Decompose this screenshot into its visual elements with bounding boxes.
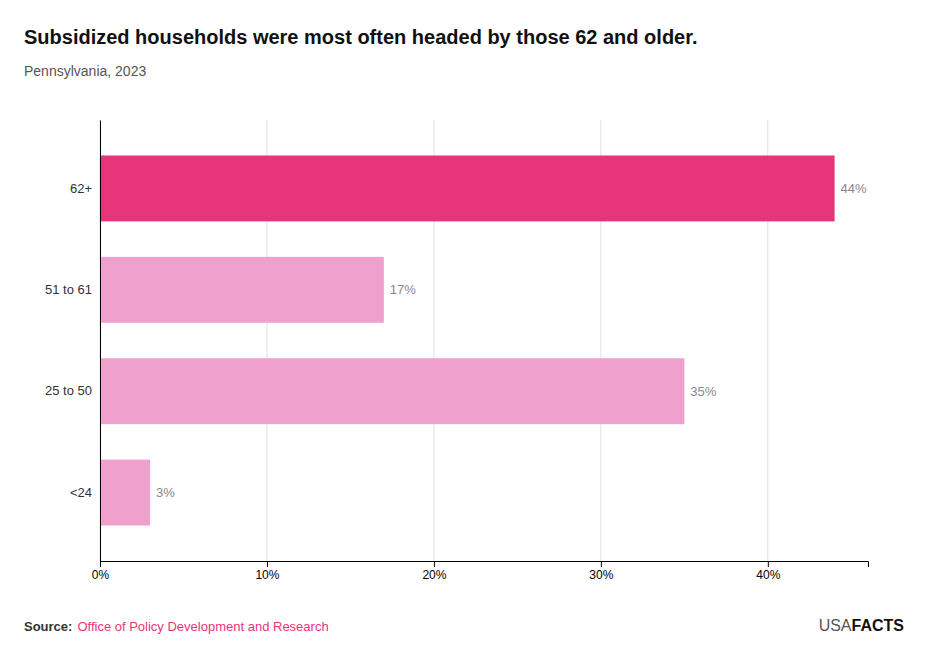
x-tick-mark <box>434 561 435 567</box>
grid-line <box>100 120 101 561</box>
data-label: 17% <box>390 282 416 297</box>
y-axis-line <box>100 121 101 562</box>
data-label: 35% <box>690 384 716 399</box>
x-tick-label: 30% <box>589 568 613 582</box>
x-axis-line <box>101 562 869 568</box>
x-tick-mark <box>768 561 769 567</box>
source-label: Source: <box>24 619 72 634</box>
data-labels: 44% 17% 35% 3% <box>156 181 867 500</box>
bar <box>100 155 835 221</box>
title: Subsidized households were most often he… <box>24 26 697 48</box>
y-tick: 62+ <box>70 181 100 196</box>
x-tick-label: 40% <box>756 568 780 582</box>
brand-usa: USA <box>819 617 852 634</box>
branding: USAFACTS <box>819 617 905 634</box>
source-text: Office of Policy Development and Researc… <box>77 619 328 634</box>
x-axis: 0% 10% 20% 30% 40% <box>92 561 869 582</box>
footer: Source: Office of Policy Development and … <box>24 617 904 634</box>
y-tick: <24 <box>70 485 100 500</box>
x-tick-mark <box>100 561 101 567</box>
bar <box>100 257 384 323</box>
bar <box>100 358 684 424</box>
x-tick: 40% <box>756 561 780 582</box>
x-tick: 20% <box>422 561 446 582</box>
data-label: 3% <box>156 485 175 500</box>
y-tick-label: 51 to 61 <box>45 282 92 297</box>
y-tick: 51 to 61 <box>45 282 100 297</box>
x-tick: 10% <box>255 561 279 582</box>
data-label: 44% <box>841 181 867 196</box>
bar <box>100 460 150 526</box>
x-tick-mark <box>601 561 602 567</box>
y-tick: 25 to 50 <box>45 383 100 398</box>
bars <box>100 155 835 525</box>
source: Source: Office of Policy Development and … <box>24 619 329 634</box>
y-tick-label: <24 <box>70 485 92 500</box>
x-tick-mark <box>267 561 268 567</box>
chart: Subsidized households were most often he… <box>0 0 928 661</box>
subtitle: Pennsylvania, 2023 <box>24 63 146 79</box>
x-tick-label: 10% <box>255 568 279 582</box>
y-axis: 62+ 51 to 61 25 to 50 <24 <box>45 121 101 562</box>
plot: 44% 17% 35% 3% 0% 10% 20% 30% 40% 62+ 51 to 61 25 t… <box>45 120 869 582</box>
x-tick: 0% <box>92 561 110 582</box>
brand-facts: FACTS <box>852 617 905 634</box>
y-tick-label: 62+ <box>70 181 92 196</box>
x-tick: 30% <box>589 561 613 582</box>
x-tick-label: 20% <box>422 568 446 582</box>
y-tick-label: 25 to 50 <box>45 383 92 398</box>
x-tick-label: 0% <box>92 568 110 582</box>
